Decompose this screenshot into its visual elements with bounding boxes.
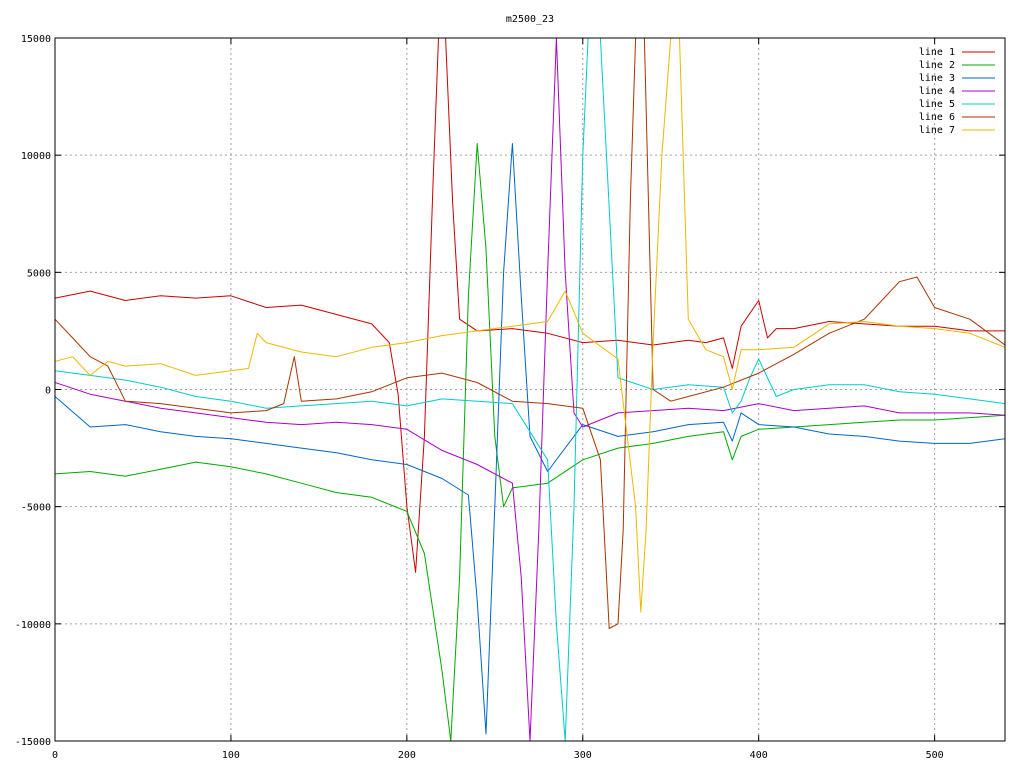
legend-label-6: line 6 <box>919 112 955 123</box>
grid-lines <box>55 38 1005 741</box>
series-group <box>55 38 1005 741</box>
series-line-3 <box>55 143 1005 735</box>
legend-label-3: line 3 <box>919 73 955 84</box>
series-line-4 <box>55 38 1005 741</box>
x-tick-label: 100 <box>222 750 240 761</box>
series-line-7 <box>55 38 1005 613</box>
series-line-2 <box>55 143 1005 741</box>
y-tick-label: -5000 <box>21 503 51 514</box>
axis-ticks: 0 100 200 300 400 500 -15000 -10000 -5000 0 5000 10… <box>15 34 1005 761</box>
y-tick-label: -15000 <box>15 737 51 748</box>
y-tick-label: 10000 <box>21 151 51 162</box>
y-tick-label: 15000 <box>21 34 51 45</box>
legend: line 1 line 2 line 3 line 4 line 5 line 6 line… <box>919 47 995 136</box>
legend-label-5: line 5 <box>919 99 955 110</box>
legend-label-1: line 1 <box>919 47 955 58</box>
x-tick-label: 200 <box>398 750 416 761</box>
series-line-1 <box>55 38 1005 573</box>
series-line-6 <box>55 38 1005 629</box>
x-tick-label: 300 <box>574 750 592 761</box>
y-tick-label: 5000 <box>27 268 51 279</box>
legend-label-7: line 7 <box>919 125 955 136</box>
y-tick-label: -10000 <box>15 620 51 631</box>
chart-title: m2500_23 <box>506 14 554 25</box>
y-tick-label: 0 <box>45 386 51 397</box>
legend-label-2: line 2 <box>919 60 955 71</box>
x-tick-label: 500 <box>926 750 944 761</box>
legend-label-4: line 4 <box>919 86 955 97</box>
x-tick-label: 0 <box>52 750 58 761</box>
x-tick-label: 400 <box>750 750 768 761</box>
